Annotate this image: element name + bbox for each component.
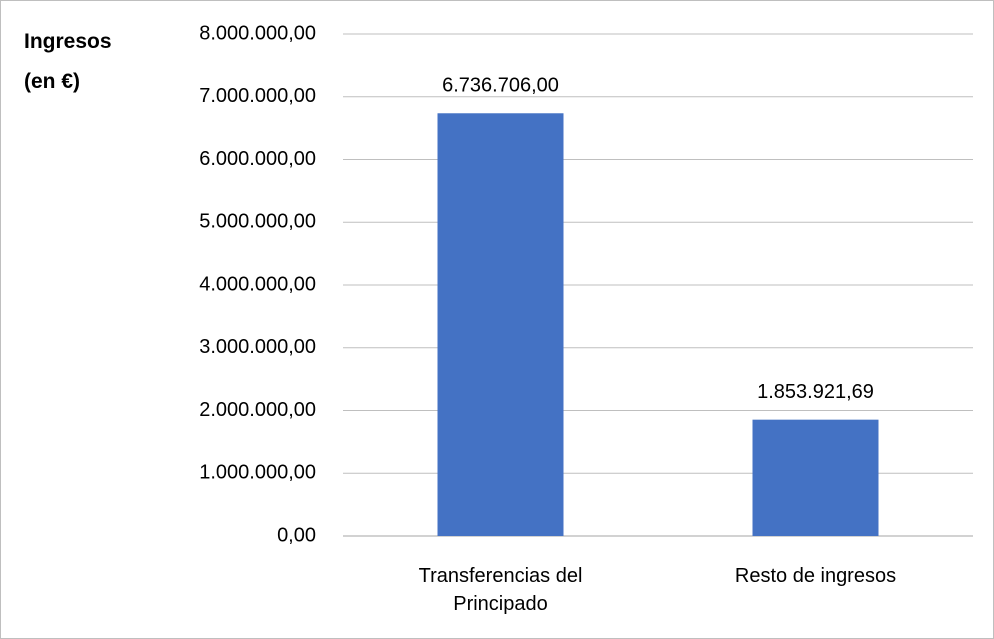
y-tick-label: 4.000.000,00 (199, 273, 316, 295)
y-tick-label: 0,00 (277, 524, 316, 546)
y-tick-label: 3.000.000,00 (199, 336, 316, 358)
value-label: 1.853.921,69 (757, 381, 874, 403)
x-tick-label: Transferencias del Principado (418, 565, 583, 615)
y-tick-label: 2.000.000,00 (199, 399, 316, 421)
y-tick-label: 7.000.000,00 (199, 85, 316, 107)
y-axis-label: Ingresos (en €) (24, 30, 112, 93)
y-tick-label: 5.000.000,00 (199, 211, 316, 233)
y-tick-label: 1.000.000,00 (199, 462, 316, 484)
bar (752, 419, 879, 536)
bar (437, 113, 564, 536)
y-tick-label: 8.000.000,00 (199, 22, 316, 44)
y-tick-label: 6.000.000,00 (199, 148, 316, 170)
x-tick-label: Resto de ingresos (734, 565, 897, 587)
value-label: 6.736.706,00 (442, 75, 559, 97)
